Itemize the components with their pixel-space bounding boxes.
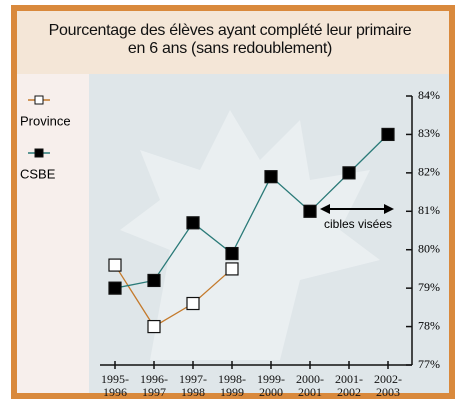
data-point [303,204,317,218]
x-tick-label: 1996-1997 [140,372,168,399]
x-tick-label: 1999-2000 [257,372,285,399]
data-point [381,127,395,142]
chart-title: Pourcentage des élèves ayant complété le… [48,22,412,57]
x-tick-label: 1995-1996 [101,372,129,399]
data-point [108,258,122,272]
x-tick-label: 1997-1998 [179,372,207,399]
x-tick-label: 2001-2002 [335,372,363,399]
data-point [186,216,200,230]
y-tick-label: 84% [418,88,440,102]
y-tick-label: 82% [418,165,440,179]
legend-label: CSBE [20,166,56,181]
x-tick-label: 2002-2003 [374,372,402,399]
legend-band [17,74,89,393]
legend-marker [34,148,44,158]
y-tick-label: 83% [418,126,440,140]
data-point [108,281,122,295]
data-point [225,262,239,276]
y-tick-label: 77% [418,357,440,371]
y-tick-label: 79% [418,280,440,294]
data-point [342,166,356,180]
data-point [147,273,161,288]
title-band [17,11,449,74]
data-point [186,296,200,311]
y-tick-label: 78% [418,318,440,332]
leaf-decoration [120,110,380,360]
legend-marker [34,95,44,105]
y-tick-label: 80% [418,241,440,255]
series-line [114,264,233,328]
data-point [225,246,239,261]
data-point [147,319,161,334]
data-point [264,170,278,184]
x-tick-label: 2000-2001 [296,372,324,399]
y-tick-label: 81% [418,203,440,217]
x-tick-label: 1998-1999 [218,372,246,399]
legend-label: Province [20,113,71,128]
annotation: cibles visées [324,217,392,231]
